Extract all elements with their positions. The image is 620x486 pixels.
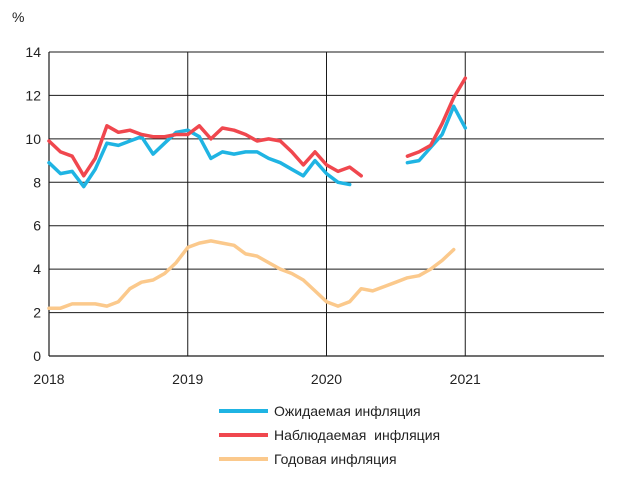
- axes: [48, 52, 604, 357]
- series-lines: [47, 76, 468, 310]
- y-tick-label: 6: [33, 218, 41, 234]
- legend-label-2: Наблюдаемая инфляция: [274, 427, 440, 443]
- x-tick-label: 2019: [172, 371, 203, 387]
- grid: [49, 51, 604, 356]
- y-tick-label: 4: [33, 261, 41, 277]
- series-line-1-segment-2: [405, 104, 468, 165]
- y-axis-unit-label: %: [12, 9, 24, 25]
- x-tick-label: 2021: [450, 371, 481, 387]
- series-line-3-segment-1: [47, 239, 456, 310]
- y-tick-label: 0: [33, 348, 41, 364]
- y-tick-label: 14: [25, 44, 41, 60]
- y-tick-label: 8: [33, 174, 41, 190]
- series-line-1-segment-1: [47, 128, 352, 189]
- legend-label-3: Годовая инфляция: [274, 451, 397, 467]
- x-tick-label: 2018: [33, 371, 64, 387]
- y-tick-label: 12: [25, 87, 41, 103]
- y-tick-label: 2: [33, 305, 41, 321]
- x-tick-label: 2020: [311, 371, 342, 387]
- y-tick-labels: 0 2 4 6 8 10 12 14: [25, 44, 41, 364]
- x-tick-labels: 2018 2019 2020 2021: [33, 371, 481, 387]
- series-line-2-segment-2: [405, 76, 468, 158]
- series-line-2-segment-1: [47, 124, 363, 178]
- y-tick-label: 10: [25, 131, 41, 147]
- legend: Ожидаемая инфляция Наблюдаемая инфляция Го…: [219, 403, 440, 467]
- legend-label-1: Ожидаемая инфляция: [274, 403, 421, 419]
